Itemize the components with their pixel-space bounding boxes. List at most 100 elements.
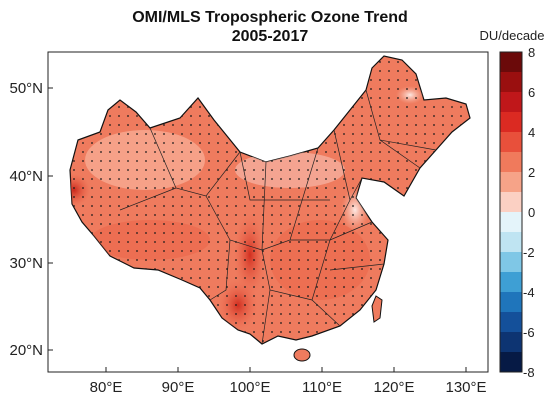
stipple-dot xyxy=(244,250,246,252)
stipple-dot xyxy=(289,169,291,171)
stipple-dot xyxy=(100,178,102,180)
stipple-dot xyxy=(91,178,93,180)
stipple-dot xyxy=(352,214,354,216)
stipple-dot xyxy=(154,268,156,270)
stipple-dot xyxy=(181,277,183,279)
stipple-dot xyxy=(361,250,363,252)
stipple-dot xyxy=(244,205,246,207)
stipple-dot xyxy=(433,133,435,135)
stipple-dot xyxy=(109,178,111,180)
stipple-dot xyxy=(424,142,426,144)
stipple-dot xyxy=(190,196,192,198)
stipple-dot xyxy=(343,223,345,225)
stipple-dot xyxy=(343,277,345,279)
axis-ticks xyxy=(48,87,467,372)
stipple-dot xyxy=(442,115,444,117)
stipple-dot xyxy=(316,160,318,162)
stipple-dot xyxy=(343,304,345,306)
stipple-dot xyxy=(82,169,84,171)
stipple-dot xyxy=(298,241,300,243)
stipple-dot xyxy=(361,286,363,288)
stipple-dot xyxy=(118,124,120,126)
stipple-dot xyxy=(199,115,201,117)
stipple-dot xyxy=(253,295,255,297)
stipple-dot xyxy=(334,223,336,225)
stipple-dot xyxy=(253,196,255,198)
map-subtitle: 2005-2017 xyxy=(232,28,309,45)
stipple-dot xyxy=(424,133,426,135)
stipple-dot xyxy=(226,178,228,180)
stipple-dot xyxy=(73,205,75,207)
stipple-dot xyxy=(199,196,201,198)
stipple-dot xyxy=(262,205,264,207)
stipple-dot xyxy=(73,187,75,189)
colorbar-cell xyxy=(500,212,522,232)
stipple-dot xyxy=(298,268,300,270)
stipple-dot xyxy=(316,331,318,333)
stipple-dot xyxy=(244,187,246,189)
stipple-dot xyxy=(181,178,183,180)
stipple-dot xyxy=(235,250,237,252)
stipple-dot xyxy=(118,142,120,144)
stipple-dot xyxy=(271,178,273,180)
stipple-dot xyxy=(226,295,228,297)
stipple-dot xyxy=(235,295,237,297)
stipple-dot xyxy=(379,133,381,135)
stipple-dot xyxy=(352,241,354,243)
stipple-dot xyxy=(352,169,354,171)
stipple-dot xyxy=(361,97,363,99)
stipple-dot xyxy=(352,124,354,126)
stipple-dot xyxy=(388,115,390,117)
stipple-dot xyxy=(163,232,165,234)
stipple-dot xyxy=(127,115,129,117)
stipple-dot xyxy=(118,232,120,234)
x-tick-90e: 90°E xyxy=(162,379,195,396)
stipple-dot xyxy=(190,205,192,207)
stipple-dot xyxy=(190,133,192,135)
stipple-dot xyxy=(316,223,318,225)
stipple-dot xyxy=(361,277,363,279)
stipple-dot xyxy=(334,196,336,198)
stipple-dot xyxy=(181,124,183,126)
stipple-dot xyxy=(316,241,318,243)
stipple-dot xyxy=(271,169,273,171)
stipple-dot xyxy=(343,160,345,162)
stipple-dot xyxy=(352,151,354,153)
colorbar-cell xyxy=(500,112,522,132)
stipple-dot xyxy=(217,142,219,144)
stipple-dot xyxy=(433,142,435,144)
stipple-dot xyxy=(253,205,255,207)
stipple-dot xyxy=(172,232,174,234)
stipple-dot xyxy=(361,151,363,153)
stipple-dot xyxy=(379,106,381,108)
stipple-dot xyxy=(208,115,210,117)
colorbar-frame xyxy=(499,51,523,373)
stipple-dot xyxy=(352,295,354,297)
stipple-dot xyxy=(298,196,300,198)
stipple-dot xyxy=(298,277,300,279)
stipple-dot xyxy=(136,151,138,153)
stipple-dot xyxy=(136,169,138,171)
stipple-dot xyxy=(379,142,381,144)
stipple-dot xyxy=(235,277,237,279)
stipple-dot xyxy=(208,223,210,225)
stipple-dot xyxy=(370,133,372,135)
stipple-dot xyxy=(298,304,300,306)
stipple-dot xyxy=(361,223,363,225)
stipple-dot xyxy=(100,142,102,144)
stipple-dot xyxy=(91,214,93,216)
stipple-dot xyxy=(109,223,111,225)
stipple-dot xyxy=(109,232,111,234)
stipple-dot xyxy=(280,295,282,297)
stipple-dot xyxy=(262,178,264,180)
stipple-dot xyxy=(109,160,111,162)
stipple-dot xyxy=(370,151,372,153)
stipple-dot xyxy=(370,232,372,234)
stipple-dot xyxy=(280,304,282,306)
stipple-dot xyxy=(280,196,282,198)
stipple-dot xyxy=(289,241,291,243)
stipple-dot xyxy=(307,286,309,288)
stipple-dot xyxy=(343,295,345,297)
stipple-dot xyxy=(208,133,210,135)
stipple-dot xyxy=(397,169,399,171)
